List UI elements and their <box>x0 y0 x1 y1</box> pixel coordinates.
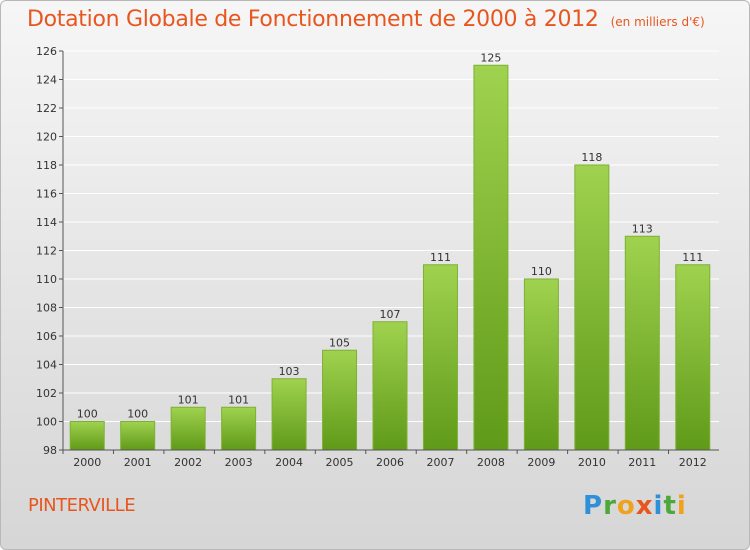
y-tick-label: 112 <box>36 245 57 258</box>
y-tick-label: 124 <box>36 74 57 87</box>
bar <box>624 235 660 451</box>
y-tick-label: 102 <box>36 387 57 400</box>
y-tick-label: 106 <box>36 330 57 343</box>
y-tick-label: 110 <box>36 273 57 286</box>
y-tick-label: 126 <box>36 45 57 58</box>
logo-letter: o <box>616 491 636 521</box>
data-label: 111 <box>682 251 703 264</box>
x-tick-label: 2000 <box>73 456 101 469</box>
x-tick-label: 2011 <box>628 456 656 469</box>
x-tick-label: 2010 <box>578 456 606 469</box>
proxiti-logo[interactable]: Proxiti <box>583 491 687 521</box>
bar <box>221 406 257 451</box>
x-tick-label: 2012 <box>679 456 707 469</box>
y-tick-label: 100 <box>36 416 57 429</box>
x-tick-label: 2006 <box>376 456 404 469</box>
bar <box>422 264 458 451</box>
chart-subtitle: (en milliers d'€) <box>610 15 705 29</box>
bar <box>271 378 307 451</box>
data-label: 101 <box>228 393 249 406</box>
bars <box>69 64 711 451</box>
x-tick-label: 2005 <box>326 456 354 469</box>
labels: 98 100 102 104 106 108 110 112 114 116 118 120 122 12… <box>36 45 707 469</box>
x-tick-label: 2008 <box>477 456 505 469</box>
logo-letter: i <box>676 491 687 521</box>
y-tick-label: 104 <box>36 359 57 372</box>
y-tick-label: 122 <box>36 102 57 115</box>
data-label: 103 <box>279 365 300 378</box>
logo-letter: P <box>583 491 604 521</box>
bar <box>322 349 358 451</box>
data-label: 107 <box>380 308 401 321</box>
logo-letter: i <box>653 491 664 521</box>
logo-letter: x <box>635 491 654 521</box>
x-tick-label: 2003 <box>225 456 253 469</box>
bar <box>473 64 509 451</box>
data-label: 110 <box>531 265 552 278</box>
data-label: 100 <box>127 408 148 421</box>
logo-letter: r <box>603 491 617 521</box>
axes <box>59 50 719 454</box>
chart-title: Dotation Globale de Fonctionnement de 20… <box>27 7 599 32</box>
logo-letter: t <box>663 491 677 521</box>
bar <box>170 406 206 451</box>
x-tick-label: 2002 <box>174 456 202 469</box>
y-tick-label: 114 <box>36 216 57 229</box>
bar <box>574 164 610 451</box>
data-label: 105 <box>329 336 350 349</box>
data-label: 125 <box>480 51 501 64</box>
data-label: 101 <box>178 393 199 406</box>
data-label: 118 <box>581 151 602 164</box>
x-tick-label: 2001 <box>124 456 152 469</box>
y-tick-label: 116 <box>36 188 57 201</box>
x-tick-label: 2007 <box>426 456 454 469</box>
y-tick-label: 108 <box>36 302 57 315</box>
bar <box>675 264 711 451</box>
x-tick-label: 2004 <box>275 456 303 469</box>
data-label: 100 <box>77 408 98 421</box>
x-tick-label: 2009 <box>527 456 555 469</box>
bar <box>120 421 156 451</box>
bar <box>372 321 408 451</box>
y-tick-label: 98 <box>43 444 57 457</box>
data-label: 111 <box>430 251 451 264</box>
bar <box>69 421 105 451</box>
town-name: PINTERVILLE <box>28 495 136 516</box>
y-tick-label: 118 <box>36 159 57 172</box>
bar <box>523 278 559 451</box>
data-label: 113 <box>632 222 653 235</box>
title-row: Dotation Globale de Fonctionnement de 20… <box>27 7 705 32</box>
y-tick-label: 120 <box>36 131 57 144</box>
